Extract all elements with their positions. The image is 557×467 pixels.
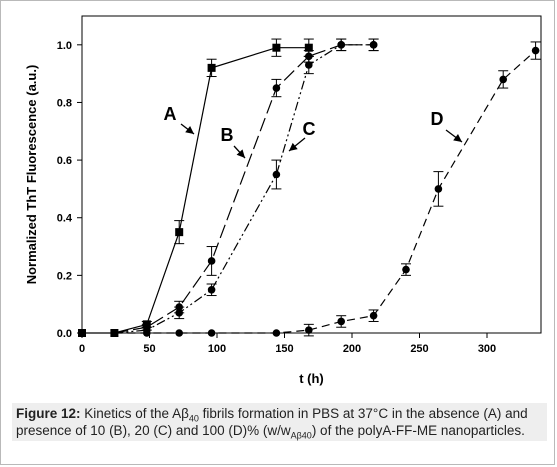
series-c — [110, 38, 379, 337]
series-c-point — [207, 285, 216, 294]
series-d-point — [175, 329, 183, 337]
series-c-point — [175, 309, 183, 317]
x-tick-label: 150 — [275, 343, 293, 355]
series-a-point — [272, 43, 281, 52]
series-a-point — [304, 43, 313, 52]
annotation-arrow-head — [289, 142, 298, 151]
series-annotation-label: C — [303, 119, 316, 139]
x-tick-label: 100 — [208, 343, 226, 355]
caption-text-1: Kinetics of the Aβ — [80, 406, 189, 421]
series-d-point — [499, 75, 508, 84]
y-axis-title: Normalized ThT Fluorescence (a.u.) — [24, 65, 39, 285]
series-annotation-label: A — [164, 104, 177, 124]
series-d-point — [369, 311, 378, 320]
x-tick-label: 200 — [343, 343, 361, 355]
series-c-point — [369, 41, 378, 49]
series-d-point — [337, 317, 346, 326]
series-d-point — [207, 329, 216, 337]
x-axis-title: t (h) — [299, 371, 324, 386]
series-a-point — [207, 63, 216, 72]
series-c-point — [272, 170, 281, 179]
series-c-point — [305, 61, 313, 69]
series-a-point — [78, 329, 86, 337]
series-b-line — [114, 44, 374, 334]
annotation-arrow-head — [185, 126, 194, 134]
figure-caption: Figure 12: Kinetics of the Aβ40 fibrils … — [12, 403, 547, 441]
series-d-point — [402, 265, 410, 274]
plot-frame — [81, 15, 542, 334]
y-tick-label: 0.2 — [57, 270, 72, 282]
series-d-point — [305, 326, 313, 334]
caption-text-2: fibrils formation in PBS at 37°C in the … — [16, 406, 528, 438]
series-d-point — [531, 46, 540, 55]
caption-label: Figure 12: — [16, 406, 81, 421]
series-annotation-label: B — [221, 125, 234, 145]
y-tick-label: 0.8 — [57, 97, 72, 109]
series-c-line — [114, 44, 374, 334]
x-tick-label: 250 — [410, 343, 428, 355]
series-b — [110, 38, 379, 337]
series-a-point — [175, 228, 184, 237]
series-b-point — [272, 84, 281, 92]
series-d-point — [272, 329, 281, 337]
annotation-arrow-head — [236, 149, 245, 158]
x-tick-label: 300 — [478, 343, 496, 355]
series-annotation-label: D — [431, 109, 444, 129]
y-tick-label: 0.6 — [57, 155, 72, 167]
caption-subscript-2: Aβ40 — [290, 430, 312, 441]
y-tick-label: 1.0 — [57, 40, 72, 52]
series-a — [78, 38, 314, 337]
x-tick-label: 50 — [143, 343, 155, 355]
caption-text-3: ) of the polyA-FF-ME nanoparticles. — [311, 423, 525, 438]
chart: 0 50 100 150 200 250 300 0.0 0.2 0.4 0.6 0.8 1.0 t (h… — [24, 15, 542, 386]
annotation-arrow-head — [453, 134, 462, 142]
series-b-point — [207, 257, 216, 265]
y-tick-label: 0.0 — [57, 328, 72, 340]
series-c-point — [337, 41, 346, 49]
series-d-point — [143, 329, 151, 337]
series-d-point — [434, 185, 443, 193]
y-tick-label: 0.4 — [57, 213, 73, 225]
caption-subscript-1: 40 — [188, 413, 199, 424]
series-d-line — [114, 50, 536, 334]
x-tick-label: 0 — [79, 343, 85, 355]
series-d-point — [110, 329, 119, 337]
series-d — [110, 41, 541, 337]
